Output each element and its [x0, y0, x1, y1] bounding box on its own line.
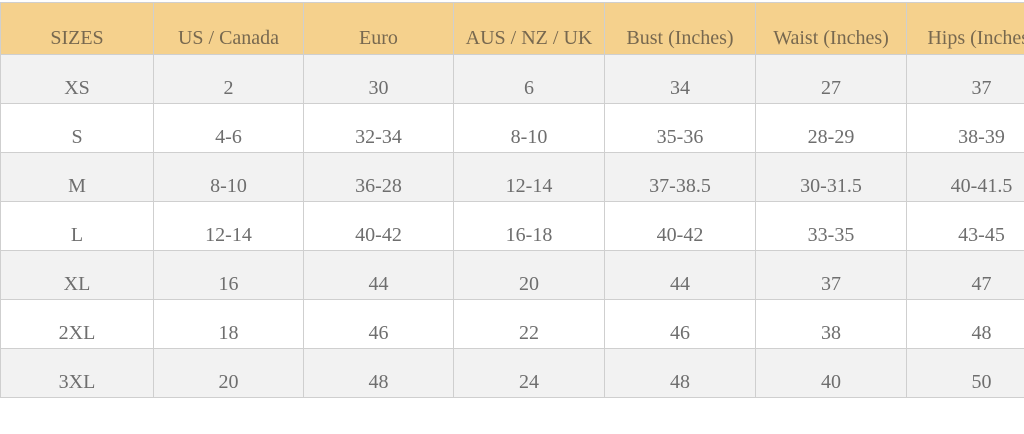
cell-bust: 48	[605, 349, 756, 398]
cell-bust: 44	[605, 251, 756, 300]
column-header-us-canada: US / Canada	[154, 3, 304, 55]
cell-waist: 27	[756, 55, 907, 104]
cell-hips: 37	[907, 55, 1024, 104]
cell-euro: 30	[304, 55, 454, 104]
cell-sizes: 3XL	[1, 349, 154, 398]
cell-euro: 48	[304, 349, 454, 398]
cell-bust: 35-36	[605, 104, 756, 153]
cell-us-canada: 20	[154, 349, 304, 398]
cell-hips: 40-41.5	[907, 153, 1024, 202]
cell-bust: 46	[605, 300, 756, 349]
cell-hips: 38-39	[907, 104, 1024, 153]
cell-euro: 32-34	[304, 104, 454, 153]
cell-hips: 47	[907, 251, 1024, 300]
cell-waist: 30-31.5	[756, 153, 907, 202]
cell-bust: 34	[605, 55, 756, 104]
cell-bust: 40-42	[605, 202, 756, 251]
cell-waist: 28-29	[756, 104, 907, 153]
cell-aus-nz-uk: 24	[454, 349, 605, 398]
cell-aus-nz-uk: 8-10	[454, 104, 605, 153]
cell-us-canada: 8-10	[154, 153, 304, 202]
cell-euro: 44	[304, 251, 454, 300]
cell-sizes: S	[1, 104, 154, 153]
cell-euro: 40-42	[304, 202, 454, 251]
column-header-bust: Bust (Inches)	[605, 3, 756, 55]
cell-waist: 33-35	[756, 202, 907, 251]
cell-aus-nz-uk: 20	[454, 251, 605, 300]
cell-us-canada: 16	[154, 251, 304, 300]
cell-aus-nz-uk: 22	[454, 300, 605, 349]
cell-aus-nz-uk: 16-18	[454, 202, 605, 251]
cell-aus-nz-uk: 6	[454, 55, 605, 104]
cell-waist: 40	[756, 349, 907, 398]
cell-sizes: XS	[1, 55, 154, 104]
cell-us-canada: 12-14	[154, 202, 304, 251]
cell-sizes: M	[1, 153, 154, 202]
cell-aus-nz-uk: 12-14	[454, 153, 605, 202]
cell-sizes: 2XL	[1, 300, 154, 349]
cell-sizes: XL	[1, 251, 154, 300]
column-header-hips: Hips (Inches)	[907, 3, 1024, 55]
cell-us-canada: 2	[154, 55, 304, 104]
cell-euro: 46	[304, 300, 454, 349]
cell-sizes: L	[1, 202, 154, 251]
cell-euro: 36-28	[304, 153, 454, 202]
cell-us-canada: 4-6	[154, 104, 304, 153]
column-header-waist: Waist (Inches)	[756, 3, 907, 55]
column-header-euro: Euro	[304, 3, 454, 55]
cell-hips: 50	[907, 349, 1024, 398]
cell-hips: 48	[907, 300, 1024, 349]
cell-bust: 37-38.5	[605, 153, 756, 202]
column-header-sizes: SIZES	[1, 3, 154, 55]
cell-us-canada: 18	[154, 300, 304, 349]
column-header-aus-nz-uk: AUS / NZ / UK	[454, 3, 605, 55]
cell-hips: 43-45	[907, 202, 1024, 251]
cell-waist: 37	[756, 251, 907, 300]
cell-waist: 38	[756, 300, 907, 349]
